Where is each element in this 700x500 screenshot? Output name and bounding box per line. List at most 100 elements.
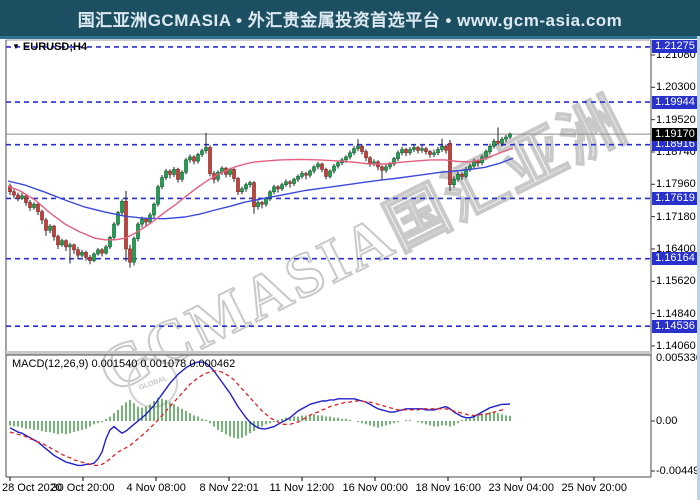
- candle-body: [268, 191, 272, 199]
- candle-body: [36, 203, 40, 212]
- candle-body: [144, 218, 148, 223]
- scrollbar-strip[interactable]: [697, 36, 700, 500]
- level-badge-1.19944: 1.19944: [652, 95, 698, 109]
- candle-body: [412, 147, 416, 150]
- candle-body: [184, 159, 188, 173]
- candle-body: [400, 149, 404, 154]
- candle-body: [100, 249, 104, 254]
- chevron-down-icon: ▼: [12, 42, 20, 51]
- candle-body: [348, 152, 352, 158]
- candle-body: [260, 202, 264, 205]
- panel-splitter: [6, 351, 651, 355]
- date-tick-8: 25 Nov 20:00: [561, 482, 627, 494]
- candle-body: [284, 181, 288, 186]
- candle-body: [392, 158, 396, 165]
- candle-body: [56, 236, 60, 246]
- candle-body: [52, 225, 56, 237]
- candle-body: [444, 145, 448, 151]
- candle-body: [420, 148, 424, 151]
- candle-body: [332, 165, 336, 172]
- candle-body: [324, 169, 328, 177]
- candle-body: [428, 151, 432, 155]
- candle-body: [320, 163, 324, 170]
- candle-body: [120, 200, 124, 213]
- candle-body: [460, 174, 464, 177]
- price-tick-1.17960: 1.17960: [656, 178, 696, 191]
- candle-body: [24, 195, 28, 203]
- level-badge-1.17619: 1.17619: [652, 191, 698, 205]
- candle-body: [8, 185, 12, 193]
- date-tick-2: 4 Nov 08:00: [126, 482, 186, 494]
- candle-body: [484, 151, 488, 158]
- date-tick-6: 18 Nov 16:00: [415, 482, 481, 494]
- candle-body: [104, 246, 108, 254]
- date-tick-4: 11 Nov 12:00: [269, 482, 335, 494]
- candle-body: [88, 256, 92, 261]
- candle-body: [28, 202, 32, 208]
- candle-body: [292, 179, 296, 184]
- macd-scale-zero: 0.00: [656, 415, 678, 427]
- candle-body: [192, 156, 196, 162]
- price-tick-1.19520: 1.19520: [656, 113, 696, 126]
- candle-body: [72, 244, 76, 251]
- candle-body: [96, 249, 100, 255]
- candle-body: [12, 191, 16, 196]
- candle-body: [20, 195, 24, 199]
- candle-body: [64, 240, 68, 248]
- candle-body: [296, 176, 300, 180]
- candle-body: [448, 142, 452, 186]
- price-tick-1.16400: 1.16400: [656, 242, 696, 255]
- level-badge-1.18916: 1.18916: [652, 138, 698, 152]
- brand-header: 国汇亚洲GCMASIA • 外汇贵金属投资首选平台 • www.gcm-asia…: [0, 0, 700, 39]
- brand-title: 国汇亚洲GCMASIA • 外汇贵金属投资首选平台 • www.gcm-asia…: [77, 10, 623, 30]
- date-tick-3: 8 Nov 22:01: [199, 482, 259, 494]
- candle-body: [32, 203, 36, 208]
- ma-slow-line: [7, 157, 514, 220]
- candle-body: [204, 147, 208, 152]
- candle-body: [416, 147, 420, 151]
- candle-body: [308, 170, 312, 176]
- candle-body: [280, 184, 284, 190]
- candle-body: [360, 145, 364, 152]
- candle-body: [188, 156, 192, 161]
- candle-body: [432, 152, 436, 155]
- candle-body: [404, 149, 408, 154]
- candle-body: [508, 133, 512, 138]
- macd-main-line: [9, 361, 511, 467]
- symbol-label[interactable]: ▼ EURUSD;H4: [12, 41, 87, 53]
- candle-body: [440, 145, 444, 150]
- level-badge-1.14536: 1.14536: [652, 319, 698, 333]
- date-tick-7: 23 Nov 04:00: [488, 482, 554, 494]
- candle-body: [408, 149, 412, 154]
- candle-body: [128, 248, 132, 263]
- candle-body: [176, 169, 180, 180]
- candle-body: [248, 182, 252, 186]
- candle-body: [208, 147, 212, 174]
- candle-body: [172, 169, 176, 175]
- candle-body: [76, 249, 80, 256]
- candle-body: [44, 219, 48, 231]
- candle-body: [456, 174, 460, 180]
- price-tick-1.14840: 1.14840: [656, 307, 696, 320]
- candle-body: [84, 251, 88, 258]
- price-tick-1.17180: 1.17180: [656, 210, 696, 223]
- candle-body: [252, 182, 256, 207]
- candle-body: [256, 202, 260, 207]
- candle-body: [40, 211, 44, 221]
- symbol-text: EURUSD;H4: [22, 41, 88, 53]
- candle-body: [240, 188, 244, 193]
- candle-body: [164, 170, 168, 178]
- candle-body: [388, 163, 392, 168]
- candle-body: [112, 223, 116, 238]
- macd-values: 0.001540 0.001078 0.000462: [91, 358, 236, 370]
- candle-body: [160, 177, 164, 188]
- candle-body: [60, 240, 64, 246]
- date-tick-1: 30 Oct 20:00: [51, 482, 115, 494]
- ma-fast-line: [7, 147, 514, 241]
- candle-body: [68, 244, 72, 248]
- candle-body: [496, 140, 500, 144]
- candle-body: [196, 154, 200, 162]
- date-tick-5: 16 Nov 00:00: [342, 482, 408, 494]
